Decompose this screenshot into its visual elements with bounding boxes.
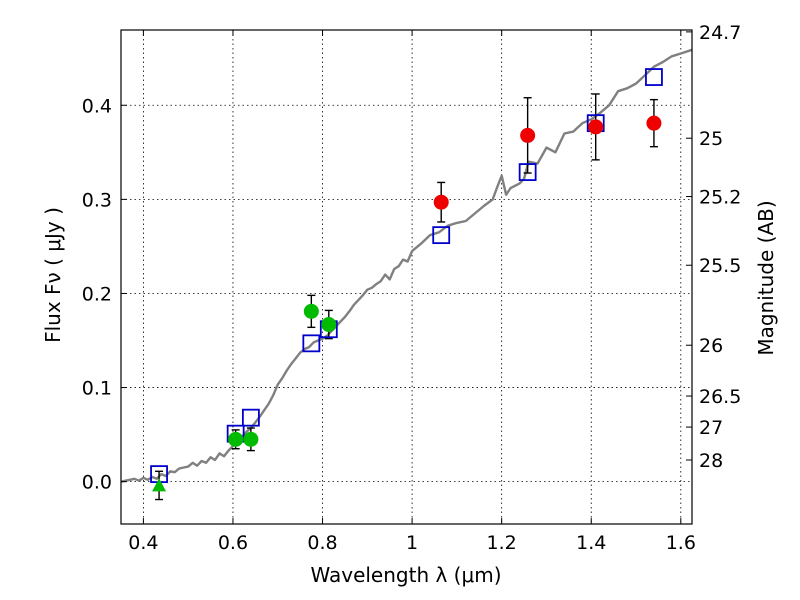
right-tick-label: 26.5 — [699, 386, 741, 408]
model-spectrum-line — [120, 48, 693, 483]
observed-point-red — [588, 119, 604, 135]
right-tick-label: 24.7 — [699, 22, 741, 44]
x-tick-label: 1.4 — [576, 532, 606, 554]
right-tick-label: 25 — [699, 128, 723, 150]
y-axis-ticks: 0.0 0.1 0.2 0.3 0.4 — [82, 95, 127, 494]
right-tick-label: 27 — [699, 417, 723, 439]
observed-point-red — [433, 194, 449, 210]
plot-frame — [120, 29, 693, 525]
model-photometry-point — [432, 226, 451, 245]
right-axis-ticks: 24.7 25 25.2 25.5 26 26.5 27 28 — [686, 22, 741, 472]
observed-point-green — [321, 317, 337, 333]
x-tick-label: 0.4 — [128, 532, 158, 554]
y-tick-label: 0.3 — [82, 189, 112, 211]
right-tick-label: 25.5 — [699, 255, 741, 277]
model-photometry-point — [241, 408, 260, 427]
right-tick-label: 26 — [699, 335, 723, 357]
y-tick-label: 0.1 — [82, 378, 112, 400]
y-tick-label: 0.0 — [82, 472, 112, 494]
y-tick-label: 0.4 — [82, 95, 112, 117]
y-tick-label: 0.2 — [82, 283, 112, 305]
observed-point-red — [646, 115, 662, 131]
x-tick-label: 1.6 — [666, 532, 696, 554]
model-photometry-point — [645, 68, 663, 86]
x-axis-label: Wavelength λ (μm) — [310, 563, 501, 587]
spectrum-layer — [120, 48, 693, 483]
right-axis-label: Magnitude (AB) — [754, 200, 778, 355]
x-tick-label: 0.6 — [218, 532, 248, 554]
x-tick-label: 0.8 — [307, 532, 337, 554]
model-photometry-point — [518, 163, 537, 181]
markers — [150, 68, 663, 492]
observed-point-green — [243, 431, 259, 447]
right-tick-label: 28 — [699, 450, 723, 472]
model-photometry-point — [302, 334, 321, 353]
observed-point-red — [520, 127, 536, 143]
observed-point-green — [303, 303, 319, 319]
y-axis-label: Flux Fν ( μJy ) — [41, 207, 65, 343]
grid-lines — [121, 30, 692, 524]
x-tick-label: 1 — [406, 532, 418, 554]
upper-limit-triangle — [152, 478, 167, 492]
x-tick-label: 1.2 — [487, 532, 517, 554]
right-tick-label: 25.2 — [699, 187, 741, 209]
x-axis-ticks: 0.4 0.6 0.8 1 1.2 1.4 1.6 — [128, 30, 696, 554]
observed-point-green — [228, 431, 244, 447]
